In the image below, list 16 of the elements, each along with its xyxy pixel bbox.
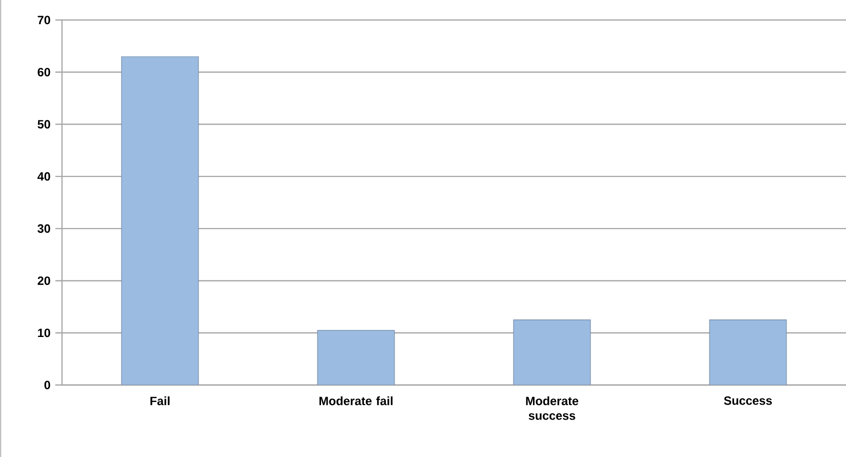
- x-tick-label: Moderate fail: [319, 396, 392, 406]
- y-tick-label: 30: [38, 224, 50, 233]
- x-tick-label: Fail: [150, 396, 170, 406]
- bar: [317, 330, 395, 385]
- y-tick-label: 0: [44, 380, 50, 390]
- y-tick-label: 60: [38, 68, 50, 76]
- x-tick-label: Moderate success: [526, 396, 578, 420]
- y-tick-label: 50: [38, 120, 50, 129]
- x-tick-label: Success: [724, 396, 772, 405]
- y-tick-label: 10: [38, 328, 50, 338]
- y-tick-label: 70: [38, 16, 50, 24]
- bar: [513, 320, 591, 385]
- bar: [709, 320, 787, 385]
- y-tick-label: 40: [37, 172, 50, 181]
- y-tick-label: 20: [38, 276, 50, 285]
- bar: [121, 56, 199, 385]
